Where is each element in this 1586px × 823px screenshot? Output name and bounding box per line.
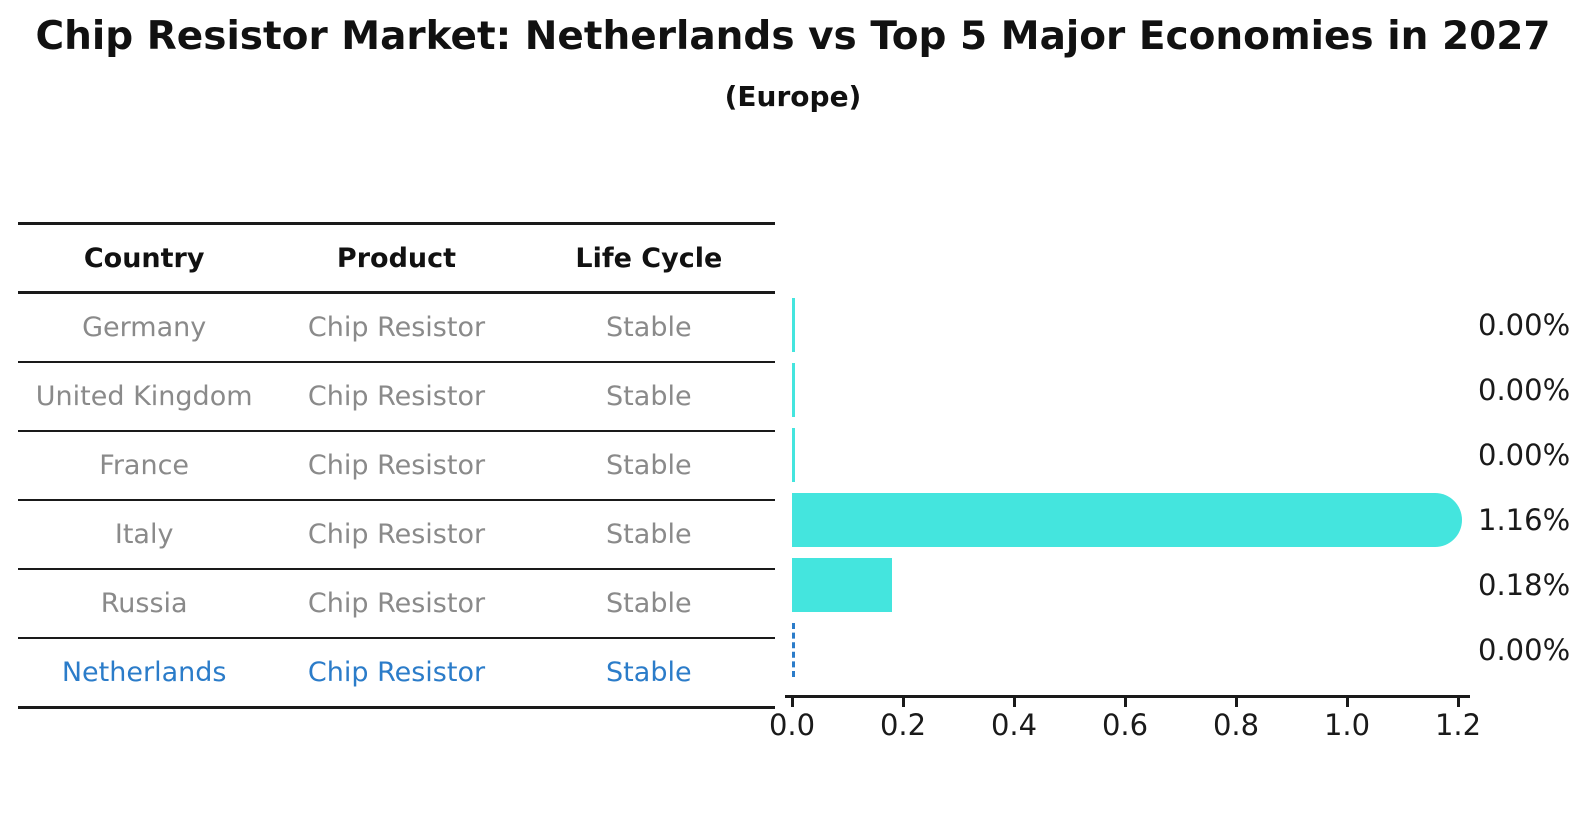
table-row-united-kingdom: United Kingdom Chip Resistor Stable (18, 363, 775, 432)
cell-product: Chip Resistor (307, 588, 486, 619)
cell-country: Netherlands (61, 657, 227, 688)
x-tick-mark (1457, 695, 1460, 707)
x-tick-mark (791, 695, 794, 707)
table-row-france: France Chip Resistor Stable (18, 432, 775, 501)
cell-product: Chip Resistor (307, 312, 486, 343)
bar-united-kingdom (792, 363, 795, 417)
table-header-row: Country Product Life Cycle (18, 225, 775, 294)
bar-germany (792, 298, 795, 352)
bar-netherlands (792, 623, 795, 677)
x-tick-label: 0.4 (990, 708, 1038, 742)
value-label-france: 0.00% (1478, 438, 1571, 472)
cell-product: Chip Resistor (307, 450, 486, 481)
value-label-italy: 1.16% (1478, 503, 1571, 537)
value-label-united-kingdom: 0.00% (1478, 373, 1571, 407)
table-row-russia: Russia Chip Resistor Stable (18, 570, 775, 639)
cell-country: Russia (100, 588, 188, 619)
cell-life-cycle: Stable (606, 588, 692, 619)
chart-title: Chip Resistor Market: Netherlands vs Top… (35, 14, 1551, 59)
cell-life-cycle: Stable (606, 312, 692, 343)
table-row-italy: Italy Chip Resistor Stable (18, 501, 775, 570)
x-tick-label: 1.2 (1434, 708, 1482, 742)
cell-product: Chip Resistor (307, 381, 486, 412)
bar-italy (792, 493, 1462, 547)
table-row-germany: Germany Chip Resistor Stable (18, 294, 775, 363)
cell-country: Germany (82, 312, 207, 343)
country-table: Country Product Life Cycle Germany Chip … (18, 222, 775, 709)
cell-life-cycle: Stable (606, 381, 692, 412)
cell-country: United Kingdom (35, 381, 253, 412)
x-tick-mark (1013, 695, 1016, 707)
table-header-country: Country (83, 242, 205, 274)
x-tick-mark (1124, 695, 1127, 707)
cell-product: Chip Resistor (307, 657, 486, 688)
cell-product: Chip Resistor (307, 519, 486, 550)
cell-life-cycle: Stable (606, 450, 692, 481)
x-tick-label: 0.8 (1212, 708, 1260, 742)
x-tick-mark (1235, 695, 1238, 707)
table-row-netherlands-highlighted: Netherlands Chip Resistor Stable (18, 639, 775, 709)
cell-life-cycle: Stable (606, 519, 692, 550)
cell-country: France (99, 450, 190, 481)
table-header-life-cycle: Life Cycle (575, 242, 723, 274)
value-label-germany: 0.00% (1478, 308, 1571, 342)
x-tick-label: 0.0 (768, 708, 816, 742)
value-label-russia: 0.18% (1478, 568, 1571, 602)
x-axis-line (785, 695, 1470, 698)
x-tick-mark (902, 695, 905, 707)
cell-country: Italy (114, 519, 174, 550)
cell-life-cycle: Stable (606, 657, 692, 688)
x-tick-label: 1.0 (1323, 708, 1371, 742)
chart-subtitle: (Europe) (724, 80, 862, 113)
table-header-product: Product (336, 242, 457, 274)
value-label-netherlands: 0.00% (1478, 633, 1571, 667)
x-tick-mark (1346, 695, 1349, 707)
x-tick-label: 0.2 (879, 708, 927, 742)
bar-russia (792, 558, 892, 612)
bar-france (792, 428, 795, 482)
x-tick-label: 0.6 (1101, 708, 1149, 742)
